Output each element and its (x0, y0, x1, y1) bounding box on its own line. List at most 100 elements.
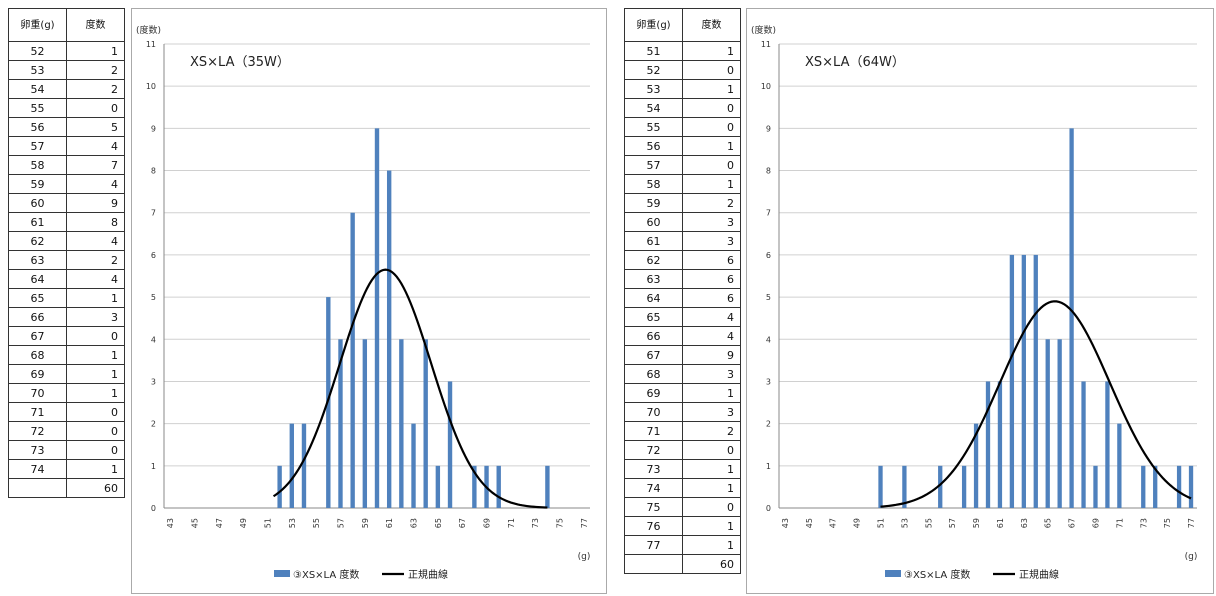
frequency-cell: 5 (66, 117, 125, 137)
weight-cell: 66 (624, 326, 683, 346)
y-tick-label: 10 (761, 82, 771, 91)
frequency-cell: 0 (66, 440, 125, 460)
x-tick-label: 59 (361, 518, 370, 528)
table-row: 71 0 (8, 402, 125, 422)
weight-cell: 60 (8, 193, 67, 213)
frequency-cell: 3 (682, 364, 741, 384)
bar (1141, 465, 1146, 508)
table-row: 65 4 (624, 307, 741, 327)
bar (961, 465, 967, 508)
y-tick-label: 11 (761, 40, 771, 49)
bar (1033, 254, 1038, 508)
bar (1009, 254, 1015, 508)
frequency-cell: 2 (682, 193, 741, 213)
weight-cell: 72 (8, 421, 67, 441)
x-tick-label: 55 (924, 518, 933, 528)
frequency-cell: 3 (682, 231, 741, 251)
table-row: 66 4 (624, 326, 741, 346)
x-tick-label: 57 (336, 518, 345, 528)
frequency-cell: 2 (682, 421, 741, 441)
table-row: 64 6 (624, 288, 741, 308)
frequency-cell: 1 (682, 516, 741, 536)
table-row: 70 3 (624, 402, 741, 422)
table-row: 52 1 (8, 41, 125, 61)
weight-cell: 54 (8, 79, 67, 99)
weight-cell: 71 (8, 402, 67, 422)
table-row: 74 1 (624, 478, 741, 498)
y-axis-label: (度数) (136, 24, 161, 36)
bar (1045, 339, 1050, 508)
table-row: 61 3 (624, 231, 741, 251)
y-tick-label: 7 (151, 209, 156, 218)
frequency-cell: 4 (682, 307, 741, 327)
y-tick-label: 4 (151, 335, 156, 344)
bar (374, 128, 380, 508)
frequency-cell: 0 (682, 440, 741, 460)
frequency-cell: 1 (682, 459, 741, 479)
weight-cell: 63 (624, 269, 683, 289)
weight-cell: 68 (624, 364, 683, 384)
table-row: 66 3 (8, 307, 125, 327)
bar (289, 423, 294, 508)
chart-panel-35w: 0 1 2 3 4 5 6 7 8 9 10 11 43 45 47 49 51 53 55 57 59 61 63 65 67… (131, 8, 607, 594)
x-tick-label: 43 (781, 518, 790, 528)
weight-cell: 67 (624, 345, 683, 365)
x-tick-label: 71 (1115, 518, 1124, 528)
y-tick-label: 11 (146, 40, 156, 49)
y-tick-label: 3 (151, 377, 156, 386)
x-tick-label: 51 (263, 518, 272, 528)
table-row: 63 2 (8, 250, 125, 270)
weight-cell: 72 (624, 440, 683, 460)
frequency-cell: 0 (66, 402, 125, 422)
frequency-cell: 1 (682, 174, 741, 194)
x-tick-label: 65 (1044, 518, 1053, 528)
weight-cell: 65 (8, 288, 67, 308)
frequency-cell: 7 (66, 155, 125, 175)
y-tick-label: 1 (766, 462, 771, 471)
y-tick-label: 0 (151, 504, 156, 513)
frequency-cell: 1 (682, 41, 741, 61)
frequency-cell: 0 (682, 497, 741, 517)
frequency-cell: 9 (682, 345, 741, 365)
table-row: 59 2 (624, 193, 741, 213)
table-row: 71 2 (624, 421, 741, 441)
x-tick-label: 69 (483, 518, 492, 528)
weight-cell: 73 (8, 440, 67, 460)
table-row: 62 6 (624, 250, 741, 270)
weight-cell: 77 (624, 535, 683, 555)
x-tick-label: 53 (900, 518, 909, 528)
frequency-cell: 1 (682, 478, 741, 498)
weight-cell: 57 (8, 136, 67, 156)
weight-cell: 53 (624, 79, 683, 99)
col-header-frequency: 度数 (66, 8, 125, 42)
x-tick-label: 75 (1163, 518, 1172, 528)
frequency-cell: 0 (682, 60, 741, 80)
frequency-cell: 1 (66, 288, 125, 308)
x-tick-label: 63 (410, 518, 419, 528)
table-row: 62 4 (8, 231, 125, 251)
weight-cell: 53 (8, 60, 67, 80)
table-row: 72 0 (8, 421, 125, 441)
table-row: 51 1 (624, 41, 741, 61)
frequency-cell: 1 (682, 79, 741, 99)
y-tick-label: 7 (766, 209, 771, 218)
y-tick-label: 2 (766, 420, 771, 429)
frequency-cell: 4 (66, 174, 125, 194)
x-tick-label: 77 (1187, 518, 1196, 528)
frequency-cell: 1 (66, 364, 125, 384)
frequency-cell: 3 (66, 307, 125, 327)
bar (1188, 465, 1194, 508)
weight-cell: 74 (8, 459, 67, 479)
frequency-cell: 1 (66, 345, 125, 365)
table-row: 56 5 (8, 117, 125, 137)
weight-cell: 73 (624, 459, 683, 479)
x-axis-label: (g) (1185, 552, 1198, 562)
bar (545, 465, 550, 508)
table-row: 70 1 (8, 383, 125, 403)
y-tick-label: 5 (766, 293, 771, 302)
normal-curve-line (880, 300, 1192, 508)
normal-curve-line (272, 268, 548, 509)
x-tick-label: 45 (190, 518, 199, 528)
